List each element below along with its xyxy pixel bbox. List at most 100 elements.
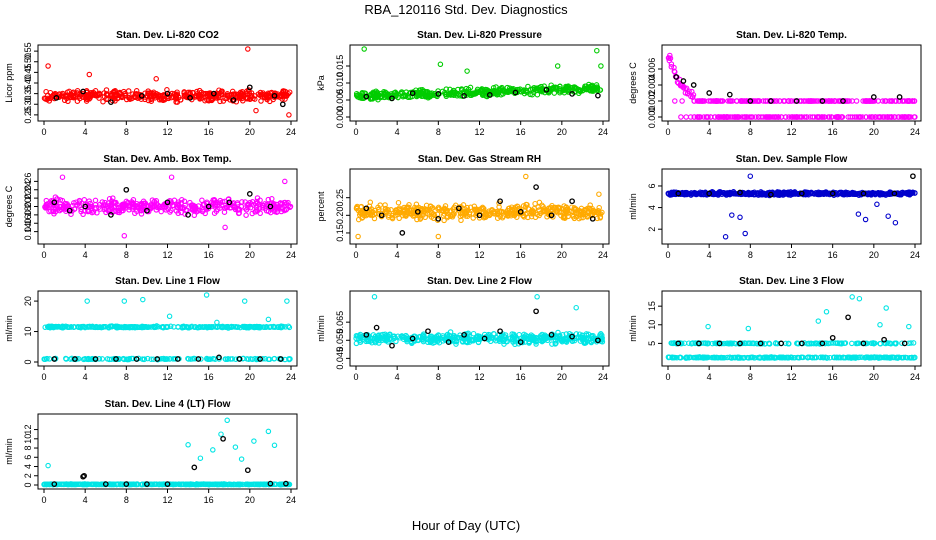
outlier-point bbox=[245, 46, 251, 52]
hourly-mean-point bbox=[543, 86, 550, 93]
data-points bbox=[41, 292, 293, 363]
data-point bbox=[904, 114, 910, 120]
data-point bbox=[823, 98, 829, 104]
chart-panel-4: Stan. Dev. Amb. Box Temp.0 4 8 12 16 20 240.14… bbox=[4, 154, 298, 260]
outlier-point bbox=[45, 63, 51, 69]
data-point bbox=[251, 93, 258, 99]
y-tick-label: 2 bbox=[647, 227, 657, 232]
data-point bbox=[229, 88, 236, 95]
data-point bbox=[99, 356, 106, 362]
outlier-point bbox=[153, 76, 159, 82]
data-point bbox=[133, 88, 140, 94]
outlier-point bbox=[877, 322, 883, 328]
y-axis: 0.140.160.180.200.220.240.26 bbox=[23, 173, 38, 240]
data-point bbox=[557, 83, 563, 90]
data-point bbox=[398, 89, 405, 95]
panel-title: Stan. Dev. Line 1 Flow bbox=[115, 276, 220, 287]
x-tick-label: 20 bbox=[245, 250, 255, 260]
data-point bbox=[674, 79, 681, 85]
data-point bbox=[445, 91, 452, 98]
data-point bbox=[359, 90, 365, 96]
data-point bbox=[576, 87, 582, 93]
data-point bbox=[217, 98, 223, 105]
data-point bbox=[199, 197, 205, 204]
outlier-point bbox=[140, 296, 146, 303]
panel-title: Stan. Dev. Sample Flow bbox=[736, 154, 848, 165]
data-point bbox=[525, 83, 531, 90]
outlier-point bbox=[203, 292, 210, 298]
data-point bbox=[809, 114, 816, 120]
x-axis-label: Hour of Day (UTC) bbox=[412, 518, 520, 533]
y-axis-label: ml/min bbox=[4, 438, 14, 465]
x-axis: 0 4 8 12 16 20 24 bbox=[353, 366, 608, 382]
data-point bbox=[258, 98, 264, 104]
data-point bbox=[807, 114, 813, 120]
hourly-mean-point bbox=[829, 334, 836, 341]
x-tick-label: 0 bbox=[665, 127, 670, 137]
outlier-point bbox=[737, 214, 743, 221]
hourly-mean-point bbox=[123, 186, 130, 193]
data-point bbox=[494, 92, 500, 98]
outlier-point bbox=[45, 462, 51, 469]
x-tick-label: 8 bbox=[436, 127, 441, 137]
data-point bbox=[374, 89, 381, 96]
y-tick-label: 0 bbox=[23, 359, 33, 364]
hourly-mean-point bbox=[435, 91, 442, 97]
hourly-mean-point bbox=[409, 90, 416, 97]
x-tick-label: 24 bbox=[910, 372, 920, 382]
hourly-mean-point bbox=[399, 230, 406, 236]
outlier-point bbox=[742, 230, 748, 237]
x-tick-label: 24 bbox=[286, 127, 296, 137]
y-tick-label: 0.002 bbox=[647, 90, 657, 113]
data-point bbox=[207, 91, 213, 97]
outlier-point bbox=[892, 219, 899, 226]
data-point bbox=[74, 98, 81, 104]
x-tick-label: 16 bbox=[828, 372, 838, 382]
x-tick-label: 24 bbox=[910, 127, 920, 137]
data-point bbox=[668, 64, 675, 70]
panel-title: Stan. Dev. Line 4 (LT) Flow bbox=[105, 399, 231, 410]
hourly-mean-point bbox=[512, 89, 519, 96]
y-tick-label: 20 bbox=[23, 296, 33, 306]
x-axis: 0 4 8 12 16 20 24 bbox=[353, 121, 608, 137]
x-tick-label: 16 bbox=[204, 250, 214, 260]
x-tick-label: 20 bbox=[557, 127, 567, 137]
x-axis: 0 4 8 12 16 20 24 bbox=[665, 121, 920, 137]
data-point bbox=[92, 197, 99, 204]
outlier-point bbox=[874, 201, 880, 208]
hourly-mean-point bbox=[271, 92, 278, 99]
panel-title: Stan. Dev. Li-820 Pressure bbox=[417, 30, 542, 41]
data-point bbox=[439, 88, 446, 95]
hourly-mean-point bbox=[230, 97, 237, 103]
y-tick-label: 0.55 bbox=[23, 42, 33, 60]
panel-title: Stan. Dev. Line 3 Flow bbox=[739, 276, 844, 287]
chart-panel-2: Stan. Dev. Li-820 Pressure 0 4 8 12 16 20 240.0… bbox=[316, 30, 610, 137]
hourly-mean-point bbox=[569, 91, 575, 97]
data-point bbox=[158, 208, 164, 215]
outlier-point bbox=[253, 107, 259, 114]
y-tick-label: 0.25 bbox=[335, 189, 345, 207]
y-tick-label: 0.26 bbox=[23, 173, 33, 191]
y-tick-label: 4 bbox=[647, 205, 657, 210]
y-tick-label: 0.15 bbox=[335, 224, 345, 242]
data-point bbox=[413, 87, 419, 93]
data-point bbox=[849, 98, 855, 104]
outlier-point bbox=[355, 233, 361, 240]
data-point bbox=[238, 93, 245, 100]
data-point bbox=[742, 98, 748, 104]
x-tick-label: 0 bbox=[665, 372, 670, 382]
data-point bbox=[196, 94, 203, 100]
data-point bbox=[81, 197, 88, 203]
data-points bbox=[42, 174, 294, 239]
data-point bbox=[243, 212, 249, 218]
outlier-point bbox=[855, 211, 862, 217]
data-point bbox=[551, 90, 558, 96]
data-point bbox=[127, 96, 133, 102]
data-point bbox=[455, 91, 462, 98]
